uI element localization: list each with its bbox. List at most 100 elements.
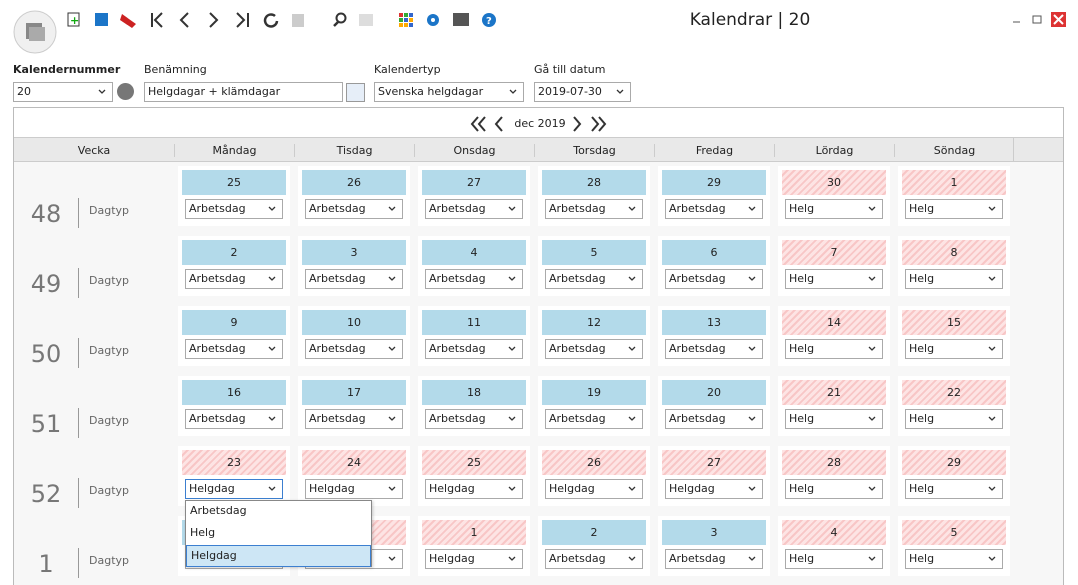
day-header: 20 [662,380,766,405]
day-type-dropdown[interactable]: Helgdag [305,479,403,499]
day-type-dropdown[interactable]: Helg [905,199,1003,219]
chevron [868,416,876,421]
translate-button[interactable] [346,83,365,102]
day-type-dropdown[interactable]: Helgdag [425,549,523,569]
day-type-dropdown[interactable]: Helg [905,339,1003,359]
dropdown[interactable]: Svenska helgdagar [374,82,524,102]
day-header: 27 [422,170,526,195]
day-header: 24 [302,450,406,475]
toolbar: + ? [0,0,1078,58]
text-input[interactable]: Helgdagar + klämdagar [144,82,343,102]
day-type-dropdown[interactable]: Arbetsdag [665,199,763,219]
chevron [748,486,756,491]
column-header: Lördag [774,144,894,157]
info-button[interactable] [117,83,134,100]
column-header: Torsdag [534,144,654,157]
dropdown-option[interactable]: Helgdag [186,545,371,567]
day-type-dropdown[interactable]: Arbetsdag [305,269,403,289]
chevron [508,486,516,491]
day-header: 6 [662,240,766,265]
day-type-dropdown[interactable]: Arbetsdag [545,269,643,289]
day-type-dropdown[interactable]: Arbetsdag [545,409,643,429]
chevron [748,276,756,281]
day-type-dropdown[interactable]: Arbetsdag [545,549,643,569]
day-type-dropdown[interactable]: Helgdag [185,479,283,499]
day-type-dropdown[interactable]: Arbetsdag [425,339,523,359]
field-label: Kalendertyp [374,63,441,76]
day-type-dropdown[interactable]: Arbetsdag [185,199,283,219]
header-row [14,137,1063,162]
chevron [748,416,756,421]
chevron [616,89,624,94]
month-nav[interactable] [470,114,610,134]
day-type-dropdown[interactable]: Arbetsdag [665,339,763,359]
day-type-dropdown[interactable]: Helg [785,339,883,359]
day-type-dropdown[interactable]: Helg [905,549,1003,569]
day-type-dropdown[interactable]: Arbetsdag [185,269,283,289]
chevron [748,206,756,211]
day-header: 17 [302,380,406,405]
day-type-dropdown[interactable]: Helgdag [665,479,763,499]
day-type-dropdown[interactable]: Arbetsdag [305,339,403,359]
day-header: 5 [902,520,1006,545]
dropdown[interactable]: 20 [13,82,113,102]
column-header: Söndag [894,144,1014,157]
day-type-dropdown[interactable]: Arbetsdag [665,269,763,289]
day-header: 1 [902,170,1006,195]
calendar-panel [13,107,1064,585]
chevron [988,416,996,421]
day-header: 26 [542,450,646,475]
week-divider [78,478,79,508]
day-type-dropdown[interactable]: Arbetsdag [425,199,523,219]
column-header: Onsdag [414,144,534,157]
day-header: 25 [182,170,286,195]
day-type-dropdown[interactable]: Arbetsdag [185,409,283,429]
row-label: Dagtyp [89,554,129,567]
dropdown[interactable]: 2019-07-30 [534,82,631,102]
week-divider [78,408,79,438]
day-header: 28 [782,450,886,475]
day-header: 9 [182,310,286,335]
day-type-dropdown[interactable]: Arbetsdag [305,199,403,219]
day-header: 2 [542,520,646,545]
day-header: 1 [422,520,526,545]
day-type-dropdown[interactable]: Helg [785,199,883,219]
day-type-dropdown[interactable]: Arbetsdag [665,409,763,429]
chevron [748,346,756,351]
day-type-dropdown[interactable]: Helg [905,409,1003,429]
window-title: Kalendrar | 20 [689,10,811,30]
week-divider [78,198,79,228]
day-header: 13 [662,310,766,335]
day-type-dropdown[interactable]: Helg [785,409,883,429]
chevron [868,276,876,281]
day-header: 23 [182,450,286,475]
dropdown-option[interactable]: Arbetsdag [190,504,247,517]
day-header: 26 [302,170,406,195]
day-type-dropdown[interactable]: Helgdag [545,479,643,499]
day-type-dropdown[interactable]: Helg [785,549,883,569]
day-type-dropdown[interactable]: Helg [785,269,883,289]
day-header: 16 [182,380,286,405]
chevron [268,346,276,351]
day-type-dropdown[interactable]: Helgdag [425,479,523,499]
day-header: 29 [902,450,1006,475]
month-label: dec 2019 [514,117,566,130]
dropdown-option[interactable]: Helg [190,526,216,539]
chevron [988,486,996,491]
day-type-dropdown[interactable]: Arbetsdag [185,339,283,359]
chevron [628,556,636,561]
column-header: Tisdag [294,144,414,157]
day-type-dropdown[interactable]: Arbetsdag [665,549,763,569]
day-type-dropdown[interactable]: Helg [905,269,1003,289]
day-type-dropdown[interactable]: Helg [905,479,1003,499]
week-number: 1 [38,550,54,578]
day-header: 5 [542,240,646,265]
day-header: 18 [422,380,526,405]
scrollbar[interactable] [1046,162,1063,585]
day-type-dropdown[interactable]: Arbetsdag [305,409,403,429]
day-type-dropdown[interactable]: Arbetsdag [425,269,523,289]
day-type-dropdown[interactable]: Arbetsdag [545,199,643,219]
day-type-dropdown[interactable]: Helg [785,479,883,499]
day-type-dropdown[interactable]: Arbetsdag [425,409,523,429]
day-type-dropdown[interactable]: Arbetsdag [545,339,643,359]
